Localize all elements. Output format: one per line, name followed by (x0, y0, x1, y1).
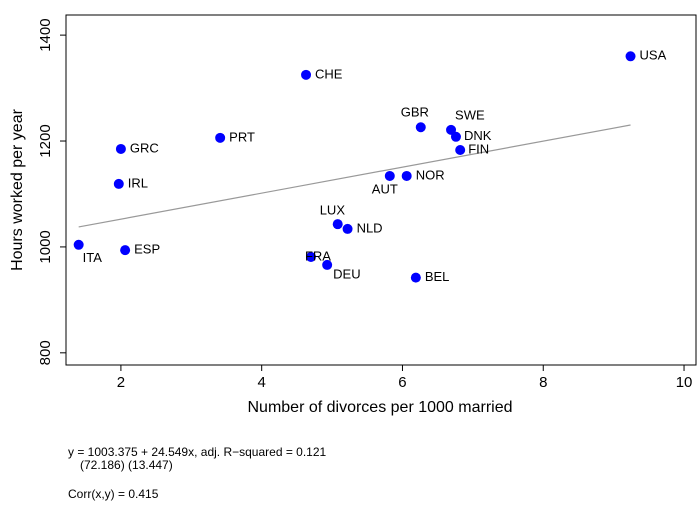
point-label: ITA (83, 250, 103, 265)
point (401, 170, 412, 181)
point-label: SWE (455, 107, 485, 122)
point-label: AUT (372, 181, 398, 196)
point (342, 223, 353, 234)
note: Corr(x,y) = 0.415 (68, 487, 159, 501)
x-tick-label: 4 (258, 374, 266, 391)
point-label: DNK (464, 128, 492, 143)
point-label: ESP (134, 242, 160, 257)
point (332, 219, 343, 230)
plot-frame (65, 14, 697, 366)
note: y = 1003.375 + 24.549x, adj. R−squared =… (68, 445, 327, 459)
point (73, 239, 84, 250)
y-tick-label: 1400 (37, 18, 54, 51)
point (113, 178, 124, 189)
point (410, 272, 421, 283)
point-label: LUX (320, 203, 346, 218)
x-tick-label: 2 (117, 374, 125, 391)
y-tick-label: 1000 (37, 230, 54, 263)
note: (72.186) (13.447) (80, 458, 173, 472)
point (455, 145, 466, 156)
point-label: IRL (128, 175, 148, 190)
x-tick-label: 10 (676, 374, 693, 391)
point-label: GRC (130, 140, 159, 155)
point-label: CHE (315, 66, 343, 81)
point (301, 69, 312, 80)
x-axis-title: Number of divorces per 1000 married (247, 399, 512, 416)
y-tick-label: 1200 (37, 124, 54, 157)
point (446, 124, 457, 135)
point-label: NOR (416, 167, 445, 182)
point (384, 170, 395, 181)
point-label: NLD (357, 220, 383, 235)
x-tick-label: 6 (398, 374, 406, 391)
point (215, 132, 226, 143)
point (625, 51, 636, 62)
fit-line (78, 124, 631, 228)
point (115, 143, 126, 154)
point-label: USA (640, 48, 667, 63)
y-axis-title: Hours worked per year (9, 108, 26, 271)
point-label: FIN (468, 141, 489, 156)
point-label: BEL (425, 269, 450, 284)
x-tick-label: 8 (539, 374, 547, 391)
point-label: DEU (333, 266, 360, 281)
point-label: PRT (229, 129, 255, 144)
point (415, 122, 426, 133)
point-label: GBR (401, 105, 429, 120)
y-tick-label: 800 (37, 340, 54, 365)
point (450, 131, 461, 142)
point-label: FRA (305, 248, 331, 263)
point (322, 259, 333, 270)
point (120, 245, 131, 256)
point (305, 251, 316, 262)
